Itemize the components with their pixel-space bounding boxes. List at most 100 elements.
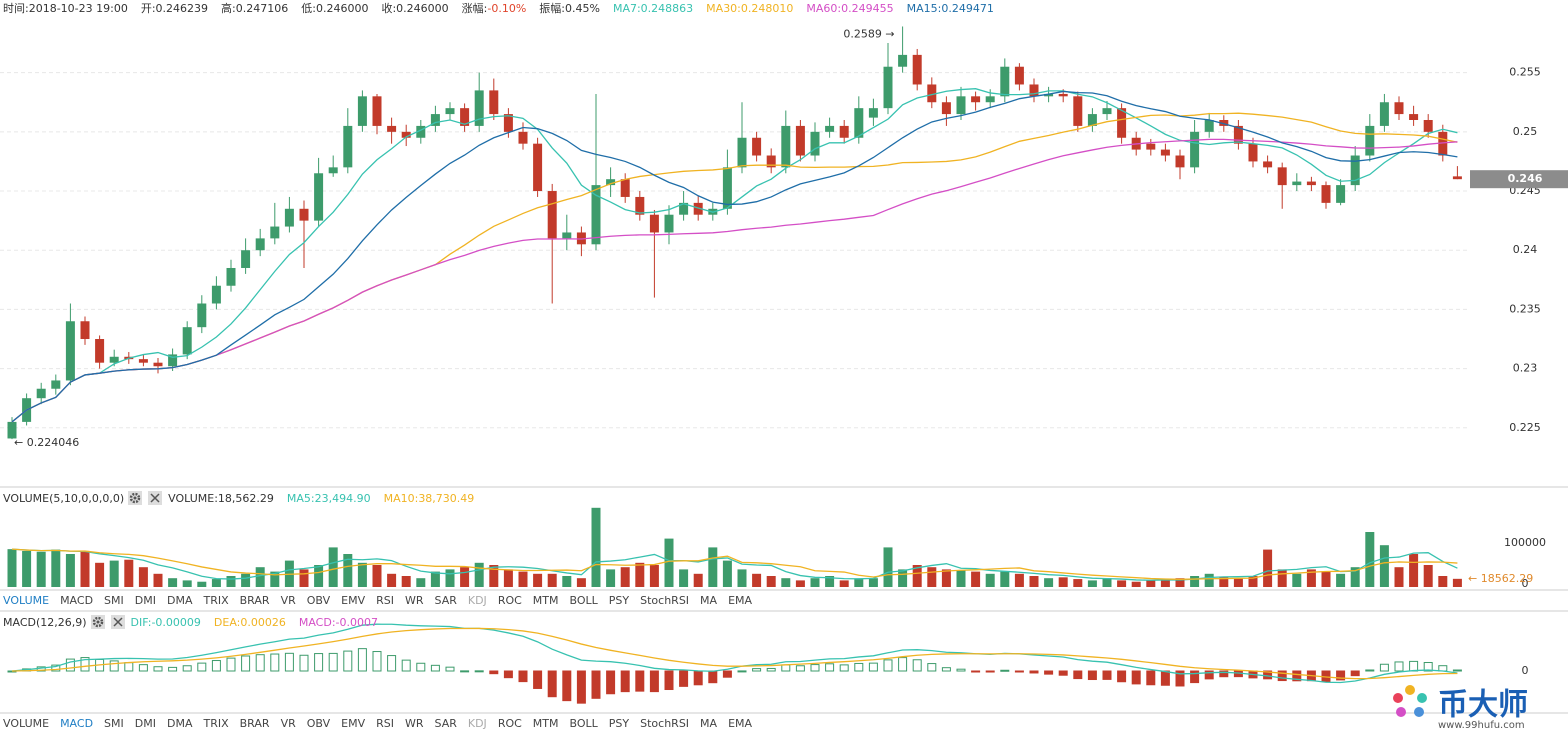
indicator-tab[interactable]: MACD xyxy=(60,594,94,607)
candle-body xyxy=(956,96,966,115)
macd-bar xyxy=(562,670,572,702)
macd-bar xyxy=(109,660,119,672)
settings-button[interactable] xyxy=(90,615,105,629)
indicator-tab[interactable]: ROC xyxy=(497,594,522,607)
volume-bar xyxy=(1452,578,1462,587)
candle-body xyxy=(1175,155,1185,168)
candle-body xyxy=(1248,143,1258,162)
indicator-tab[interactable]: EMV xyxy=(341,717,366,730)
volume-bar xyxy=(985,573,995,587)
indicator-tab[interactable]: BRAR xyxy=(239,594,270,607)
indicator-tab[interactable]: EMA xyxy=(728,717,753,730)
indicator-tab[interactable]: DMI xyxy=(134,717,156,730)
candle-body xyxy=(1014,66,1024,85)
indicator-tab[interactable]: TRIX xyxy=(203,717,229,730)
macd-bar xyxy=(898,657,908,672)
candle-body xyxy=(314,173,324,221)
indicator-tab[interactable]: EMA xyxy=(728,594,753,607)
amplitude: 振幅:0.45% xyxy=(539,2,600,15)
indicator-tab[interactable]: VOLUME xyxy=(3,594,50,607)
volume-bar xyxy=(1233,578,1243,587)
ma-line xyxy=(11,88,1458,423)
open: 开:0.246239 xyxy=(140,2,209,15)
volume-bar xyxy=(1438,576,1448,587)
macd-bar xyxy=(912,659,922,672)
indicator-tab[interactable]: StochRSI xyxy=(640,717,690,730)
macd-bar xyxy=(854,662,864,672)
macd-bar xyxy=(197,662,207,672)
ma-line xyxy=(11,90,1458,423)
macd-bar xyxy=(693,670,703,686)
indicator-tab[interactable]: MA xyxy=(700,717,718,730)
candle-body xyxy=(460,108,470,126)
indicator-tab[interactable]: KDJ xyxy=(467,717,487,730)
macd-bar xyxy=(591,670,601,699)
indicator-tab[interactable]: PSY xyxy=(608,594,630,607)
macd-bar xyxy=(1014,670,1024,673)
indicator-tab[interactable]: VR xyxy=(280,594,296,607)
volume-bar xyxy=(474,562,484,587)
change-label: 涨幅: xyxy=(461,2,488,15)
volume-bar xyxy=(912,565,922,587)
indicator-tab[interactable]: KDJ xyxy=(467,594,487,607)
indicator-tab[interactable]: RSI xyxy=(376,717,394,730)
indicator-tab[interactable]: StochRSI xyxy=(640,594,690,607)
close-button[interactable] xyxy=(110,615,125,629)
indicator-tab[interactable]: VR xyxy=(280,717,296,730)
indicator-tab[interactable]: VOLUME xyxy=(3,717,50,730)
volume-bar xyxy=(1248,576,1258,587)
indicator-tab[interactable]: DMA xyxy=(166,717,193,730)
candle-body xyxy=(1365,125,1375,156)
close: 收:0.246000 xyxy=(381,2,449,15)
macd-bar xyxy=(985,670,995,673)
volume-bar xyxy=(357,562,367,587)
indicator-tab[interactable]: WR xyxy=(404,717,424,730)
indicator-tab[interactable]: EMV xyxy=(341,594,366,607)
indicator-tab[interactable]: MTM xyxy=(532,594,559,607)
settings-button[interactable] xyxy=(128,491,143,505)
indicator-tab[interactable]: MTM xyxy=(532,717,559,730)
candle-body xyxy=(883,66,893,109)
indicator-tab[interactable]: RSI xyxy=(376,594,394,607)
volume-title: VOLUME(5,10,0,0,0,0) xyxy=(3,491,125,505)
indicator-tab[interactable]: TRIX xyxy=(203,594,229,607)
volume-bar xyxy=(241,573,251,587)
volume-bar xyxy=(1292,573,1302,587)
indicator-tab[interactable]: DMA xyxy=(166,594,193,607)
volume-bar xyxy=(795,580,805,587)
candle-body xyxy=(51,380,61,389)
volume-bar xyxy=(606,569,616,587)
volume-bar xyxy=(883,547,893,587)
indicator-tab[interactable]: SAR xyxy=(434,717,457,730)
indicator-tab[interactable]: OBV xyxy=(306,717,331,730)
indicator-tab[interactable]: MACD xyxy=(60,717,94,730)
indicator-tab[interactable]: WR xyxy=(404,594,424,607)
macd-bar xyxy=(372,651,382,672)
brand: 币大师 xyxy=(1438,688,1528,723)
indicator-tab[interactable]: BRAR xyxy=(239,717,270,730)
ohlc-header: 时间:2018-10-23 19:00 开:0.246239 高:0.24710… xyxy=(3,1,1007,16)
close-button[interactable] xyxy=(148,491,163,505)
indicator-tab[interactable]: BOLL xyxy=(569,717,598,730)
indicator-tab[interactable]: SMI xyxy=(104,594,124,607)
indicator-tab[interactable]: PSY xyxy=(608,717,630,730)
volume-header: VOLUME(5,10,0,0,0,0) VOLUME:18,562.29 MA… xyxy=(3,490,487,506)
indicator-tab[interactable]: BOLL xyxy=(569,594,598,607)
volume-bar xyxy=(80,550,90,587)
ma-legend: MA7:0.248863 MA30:0.248010 MA60:0.249455 MA… xyxy=(613,2,1007,15)
indicator-tab[interactable]: OBV xyxy=(306,594,331,607)
indicator-tab[interactable]: ROC xyxy=(497,717,522,730)
candle-body xyxy=(109,356,119,363)
candle-body xyxy=(401,131,411,138)
indicator-tab[interactable]: DMI xyxy=(134,594,156,607)
macd-bar xyxy=(357,648,367,672)
candle-body xyxy=(1452,176,1462,180)
low: 低:0.246000 xyxy=(301,2,369,15)
macd-bar xyxy=(606,670,616,695)
indicator-tab[interactable]: MA xyxy=(700,594,718,607)
indicator-tab[interactable]: SAR xyxy=(434,594,457,607)
candle-body xyxy=(679,202,689,215)
indicator-tab[interactable]: SMI xyxy=(104,717,124,730)
macd-bar xyxy=(138,664,148,672)
volume-bar xyxy=(1423,565,1433,587)
